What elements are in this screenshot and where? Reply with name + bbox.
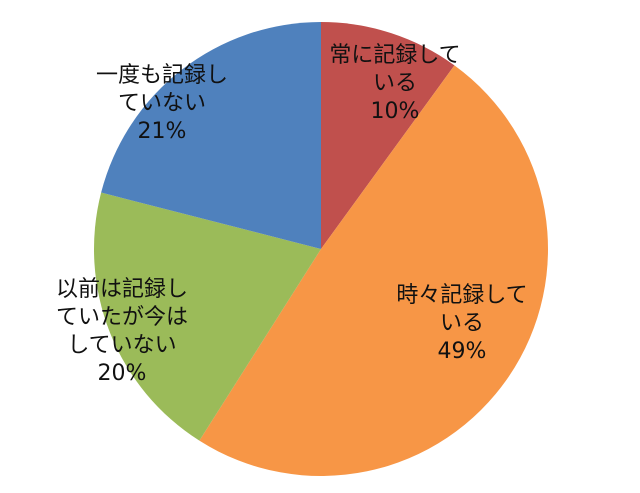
- slice-label-line-1-1: いる: [440, 311, 484, 336]
- slice-label-line-3-1: ていない: [118, 91, 206, 116]
- slice-label-line-0-0: 常に記録して: [329, 43, 460, 68]
- slice-label-0: 常に記録している 10%: [329, 43, 460, 124]
- pie-slice-3: [101, 22, 321, 249]
- slice-label-1: 時々記録している 49%: [396, 283, 527, 364]
- slice-percent-1: 49%: [438, 339, 487, 364]
- pie-slice-1: [199, 65, 548, 476]
- pie-slice-2: [94, 192, 321, 441]
- slice-label-line-2-2: していない: [67, 333, 176, 358]
- pie-slice-0: [321, 22, 455, 249]
- slice-percent-0: 10%: [371, 99, 420, 124]
- slice-label-line-1-0: 時々記録して: [396, 283, 527, 308]
- slice-label-line-3-0: 一度も記録し: [96, 63, 228, 88]
- slice-label-line-0-1: いる: [373, 71, 417, 96]
- slice-label-3: 一度も記録していない 21%: [96, 63, 228, 144]
- slice-label-line-2-0: 以前は記録し: [56, 277, 188, 302]
- slice-percent-2: 20%: [98, 361, 147, 386]
- slice-percent-3: 21%: [138, 119, 187, 144]
- slice-label-2: 以前は記録していたが今はしていない 20%: [56, 277, 188, 386]
- slice-label-line-2-1: ていたが今は: [56, 305, 188, 330]
